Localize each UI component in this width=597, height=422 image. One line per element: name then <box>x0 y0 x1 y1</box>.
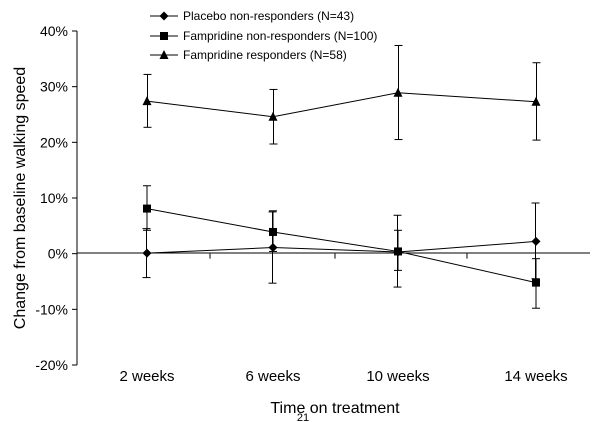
series-line <box>146 208 537 284</box>
series-layer <box>142 44 541 309</box>
legend-item-fampridine-non-responders: Fampridine non-responders (N=100) <box>150 29 377 43</box>
data-point-triangle <box>142 96 152 106</box>
x-tick-label: 14 weeks <box>504 368 567 385</box>
legend-item-placebo: Placebo non-responders (N=43) <box>150 9 354 23</box>
series-square <box>143 185 540 309</box>
y-tick-label: -10% <box>35 301 68 317</box>
legend-square-marker <box>160 32 168 40</box>
series-line <box>146 240 537 254</box>
x-tick-label: 10 weeks <box>366 368 429 385</box>
data-point-diamond <box>142 248 152 258</box>
y-tick-label: 10% <box>40 190 68 206</box>
series-diamond <box>142 202 541 288</box>
x-axis-ticks: 2 weeks 6 weeks 10 weeks 14 weeks <box>119 253 568 385</box>
data-point-square <box>143 204 151 213</box>
data-point-square <box>269 227 277 236</box>
data-point-square <box>532 278 540 287</box>
y-axis-ticks: -20% -10% 0% 10% 20% 30% 40% <box>35 23 77 373</box>
legend-label-placebo: Placebo non-responders (N=43) <box>183 9 354 23</box>
page-number: 21 <box>297 412 309 422</box>
x-tick-label: 6 weeks <box>245 368 300 385</box>
y-tick-label: -20% <box>35 357 68 373</box>
legend-label-fampridine-responders: Fampridine responders (N=58) <box>183 48 347 62</box>
data-point-square <box>394 247 402 256</box>
legend-label-fampridine-non-responders: Fampridine non-responders (N=100) <box>183 29 377 43</box>
data-point-triangle <box>268 111 278 121</box>
y-tick-label: 20% <box>40 134 68 150</box>
data-point-triangle <box>393 87 403 97</box>
legend-item-fampridine-responders: Fampridine responders (N=58) <box>150 48 347 62</box>
series-line <box>146 92 537 118</box>
data-point-diamond <box>531 236 541 246</box>
legend: Placebo non-responders (N=43) Fampridine… <box>150 9 377 62</box>
x-tick-label: 2 weeks <box>119 368 174 385</box>
legend-diamond-marker <box>159 11 169 21</box>
y-tick-label: 30% <box>40 79 68 95</box>
x-axis-title: Time on treatment <box>270 400 400 417</box>
series-triangle <box>142 44 541 145</box>
y-tick-label: 40% <box>40 23 68 39</box>
y-axis-title: Change from baseline walking speed <box>12 67 29 329</box>
data-point-triangle <box>531 96 541 106</box>
legend-triangle-marker <box>159 50 169 59</box>
y-tick-label: 0% <box>48 246 68 262</box>
